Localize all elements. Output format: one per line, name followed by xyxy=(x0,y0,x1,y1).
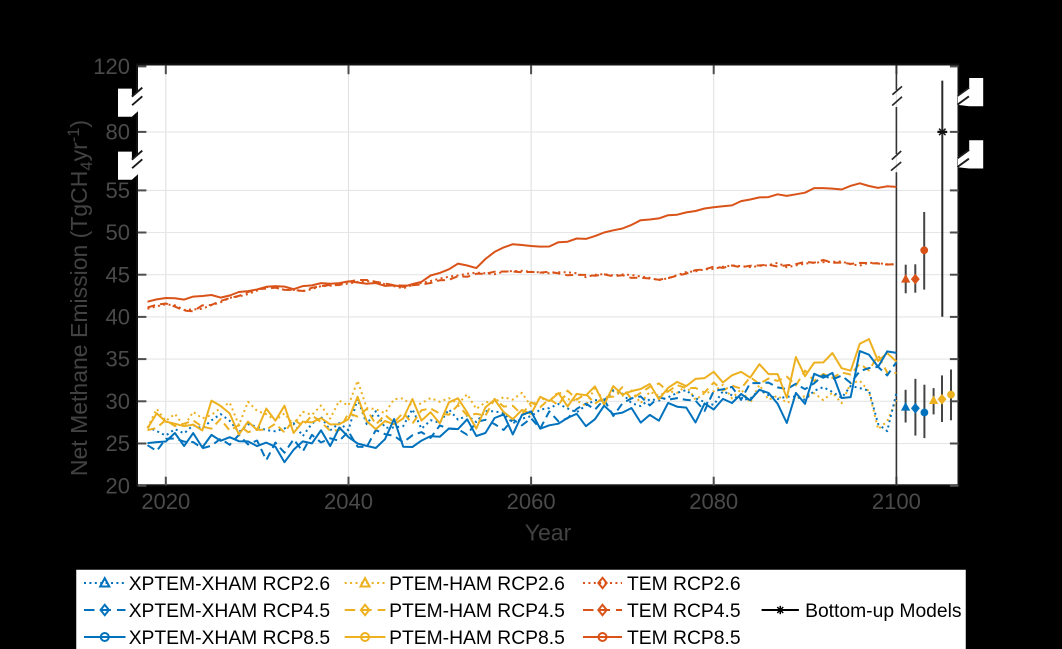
svg-text:30: 30 xyxy=(106,389,130,414)
svg-text:XPTEM-XHAM RCP8.5: XPTEM-XHAM RCP8.5 xyxy=(129,628,330,649)
svg-text:PTEM-HAM RCP4.5: PTEM-HAM RCP4.5 xyxy=(389,601,565,622)
svg-text:50: 50 xyxy=(106,220,130,245)
svg-text:80: 80 xyxy=(106,120,130,145)
svg-text:20: 20 xyxy=(106,473,130,498)
svg-text:Bottom-up Models: Bottom-up Models xyxy=(805,601,961,622)
svg-text:40: 40 xyxy=(106,305,130,330)
svg-text:TEM RCP4.5: TEM RCP4.5 xyxy=(627,601,741,622)
svg-text:PTEM-HAM RCP8.5: PTEM-HAM RCP8.5 xyxy=(389,628,565,649)
svg-text:55: 55 xyxy=(106,178,130,203)
svg-text:2040: 2040 xyxy=(324,489,373,514)
svg-text:35: 35 xyxy=(106,347,130,372)
svg-text:PTEM-HAM RCP2.6: PTEM-HAM RCP2.6 xyxy=(389,574,565,595)
svg-text:Year: Year xyxy=(525,520,572,546)
svg-text:2060: 2060 xyxy=(507,489,556,514)
svg-text:XPTEM-XHAM RCP4.5: XPTEM-XHAM RCP4.5 xyxy=(129,601,330,622)
svg-text:2020: 2020 xyxy=(141,489,190,514)
svg-text:Net Methane Emission (TgCH4yr-: Net Methane Emission (TgCH4yr-1) xyxy=(65,120,96,476)
svg-text:25: 25 xyxy=(106,431,130,456)
svg-text:XPTEM-XHAM RCP2.6: XPTEM-XHAM RCP2.6 xyxy=(129,574,330,595)
svg-text:TEM RCP8.5: TEM RCP8.5 xyxy=(627,628,741,649)
svg-text:2080: 2080 xyxy=(689,489,738,514)
svg-text:45: 45 xyxy=(106,262,130,287)
svg-text:TEM RCP2.6: TEM RCP2.6 xyxy=(627,574,741,595)
svg-text:2100: 2100 xyxy=(872,489,921,514)
svg-text:120: 120 xyxy=(93,54,130,79)
